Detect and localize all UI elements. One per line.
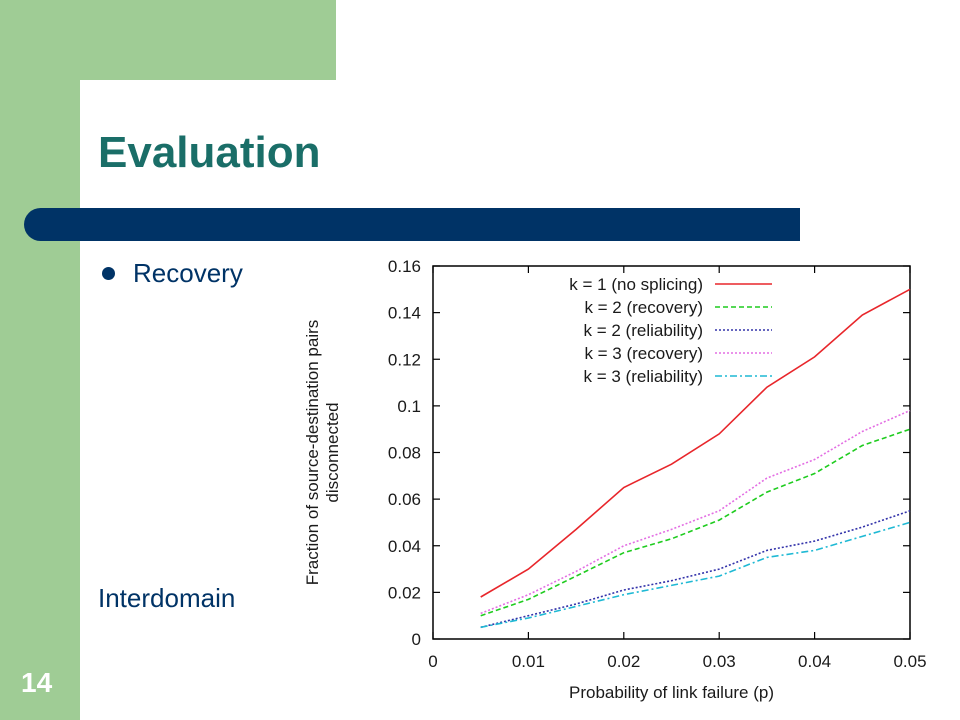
y-tick-label: 0 — [412, 630, 421, 649]
bullet-text: Recovery — [133, 258, 243, 288]
title-underline-bar — [24, 208, 800, 241]
series-line — [480, 510, 911, 629]
x-tick-label: 0.05 — [893, 652, 926, 671]
slide-title: Evaluation — [98, 128, 321, 177]
y-tick-label: 0.08 — [388, 444, 421, 463]
subtext-label: Interdomain — [98, 583, 236, 613]
top-accent-band — [0, 0, 336, 80]
x-tick-label: 0.01 — [512, 652, 545, 671]
legend-label: k = 2 (reliability) — [583, 321, 703, 340]
series-line — [480, 409, 911, 615]
y-tick-label: 0.12 — [388, 350, 421, 369]
series-line — [480, 428, 911, 617]
bullet-item: Recovery — [102, 258, 243, 289]
x-tick-label: 0.04 — [798, 652, 831, 671]
x-tick-label: 0 — [428, 652, 437, 671]
y-axis-label: Fraction of source-destination pairs — [303, 320, 322, 586]
line-chart: 0 0.01 0.02 0.03 0.04 0.05 0 0.02 0.04 0.06 0.08 0.… — [303, 257, 927, 702]
y-tick-label: 0.14 — [388, 304, 421, 323]
bullet-dot-icon — [102, 267, 115, 280]
x-axis-label: Probability of link failure (p) — [569, 683, 774, 702]
legend-label: k = 3 (reliability) — [583, 367, 703, 386]
left-accent-band — [0, 0, 80, 720]
legend-label: k = 1 (no splicing) — [569, 275, 703, 294]
y-tick-label: 0.02 — [388, 583, 421, 602]
x-tick-label: 0.02 — [607, 652, 640, 671]
x-tick-label: 0.03 — [703, 652, 736, 671]
y-tick-label: 0.1 — [397, 397, 421, 416]
y-tick-label: 0.06 — [388, 490, 421, 509]
legend-label: k = 3 (recovery) — [584, 344, 703, 363]
y-axis-label-line2: disconnected — [323, 402, 342, 502]
page-number: 14 — [21, 667, 53, 698]
legend-label: k = 2 (recovery) — [584, 298, 703, 317]
series-line — [480, 288, 911, 598]
y-tick-label: 0.16 — [388, 257, 421, 276]
y-tick-label: 0.04 — [388, 537, 421, 556]
